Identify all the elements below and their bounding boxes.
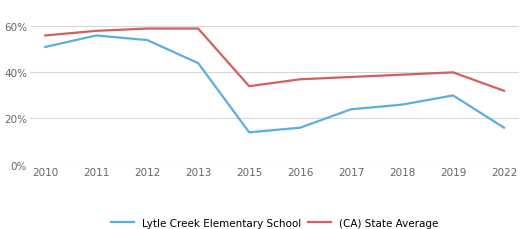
Lytle Creek Elementary School	[195, 63, 201, 65]
(CA) State Average	[195, 28, 201, 31]
Line: (CA) State Average: (CA) State Average	[45, 29, 504, 91]
Lytle Creek Elementary School	[297, 127, 303, 130]
(CA) State Average	[399, 74, 405, 77]
Lytle Creek Elementary School	[501, 127, 507, 130]
(CA) State Average	[144, 28, 150, 31]
(CA) State Average	[348, 76, 354, 79]
(CA) State Average	[450, 72, 456, 74]
Lytle Creek Elementary School	[450, 95, 456, 97]
Lytle Creek Elementary School	[348, 108, 354, 111]
Line: Lytle Creek Elementary School: Lytle Creek Elementary School	[45, 36, 504, 133]
(CA) State Average	[246, 85, 252, 88]
Lytle Creek Elementary School	[246, 131, 252, 134]
(CA) State Average	[42, 35, 48, 38]
Lytle Creek Elementary School	[93, 35, 100, 38]
Lytle Creek Elementary School	[399, 104, 405, 106]
Lytle Creek Elementary School	[42, 46, 48, 49]
Legend: Lytle Creek Elementary School, (CA) State Average: Lytle Creek Elementary School, (CA) Stat…	[111, 218, 439, 228]
Lytle Creek Elementary School	[144, 40, 150, 42]
(CA) State Average	[297, 79, 303, 81]
(CA) State Average	[93, 30, 100, 33]
(CA) State Average	[501, 90, 507, 93]
